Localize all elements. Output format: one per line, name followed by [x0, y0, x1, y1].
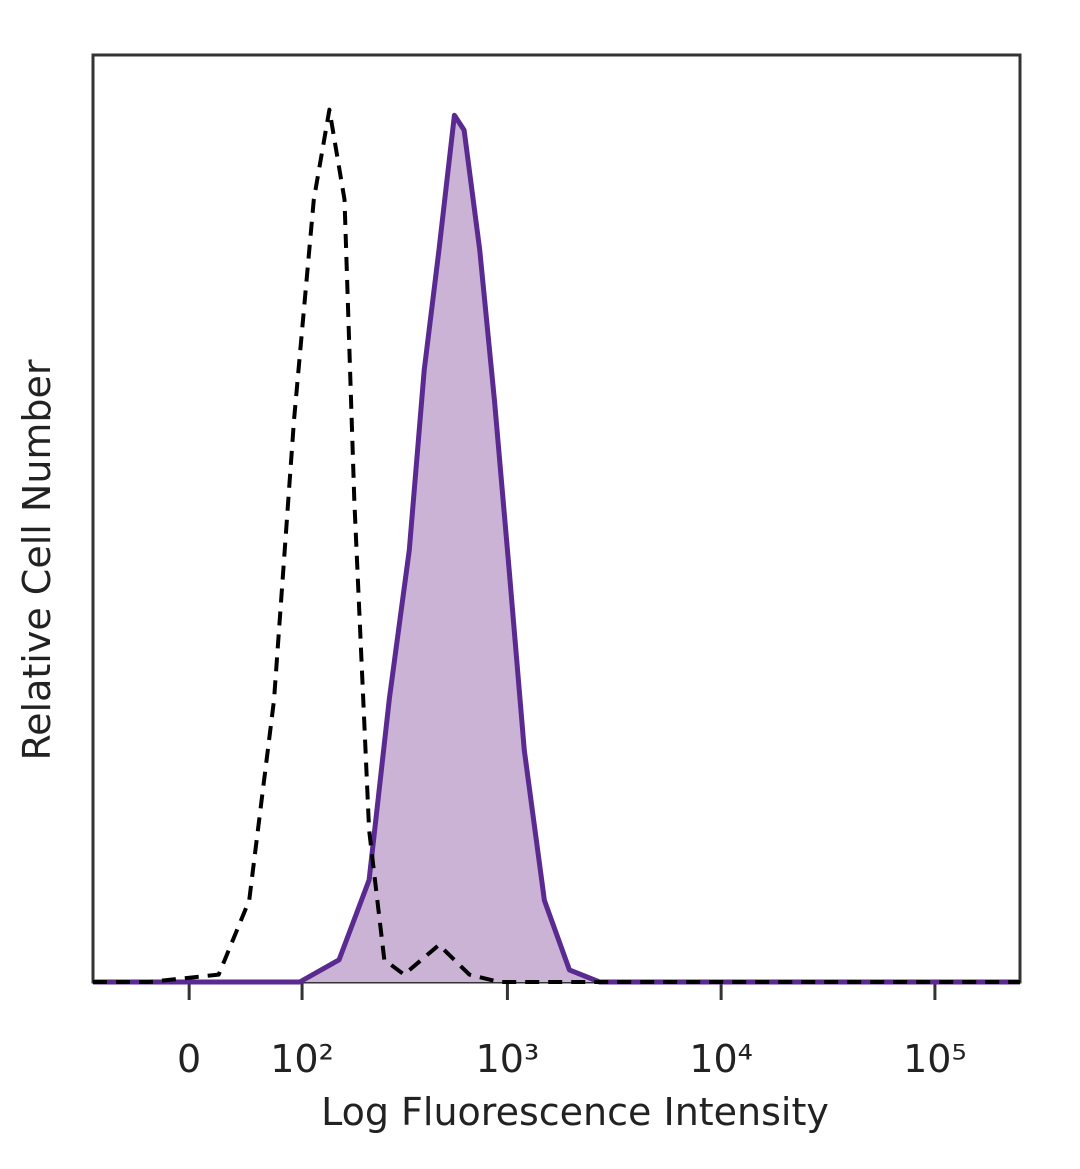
- histogram-line: [93, 112, 1020, 985]
- x-tick-label: 10⁵: [903, 1037, 967, 1081]
- x-tick-label: 10³: [476, 1037, 540, 1081]
- x-tick-label: 10⁴: [689, 1037, 753, 1081]
- x-tick-label: 10²: [270, 1037, 334, 1081]
- histogram-area: [93, 115, 1020, 983]
- x-axis-label: Log Fluorescence Intensity: [321, 1090, 829, 1134]
- y-axis-label: Relative Cell Number: [15, 359, 59, 760]
- plot-frame: [91, 53, 1022, 984]
- x-tick-label: 0: [177, 1037, 201, 1081]
- histogram-line: [93, 107, 1020, 984]
